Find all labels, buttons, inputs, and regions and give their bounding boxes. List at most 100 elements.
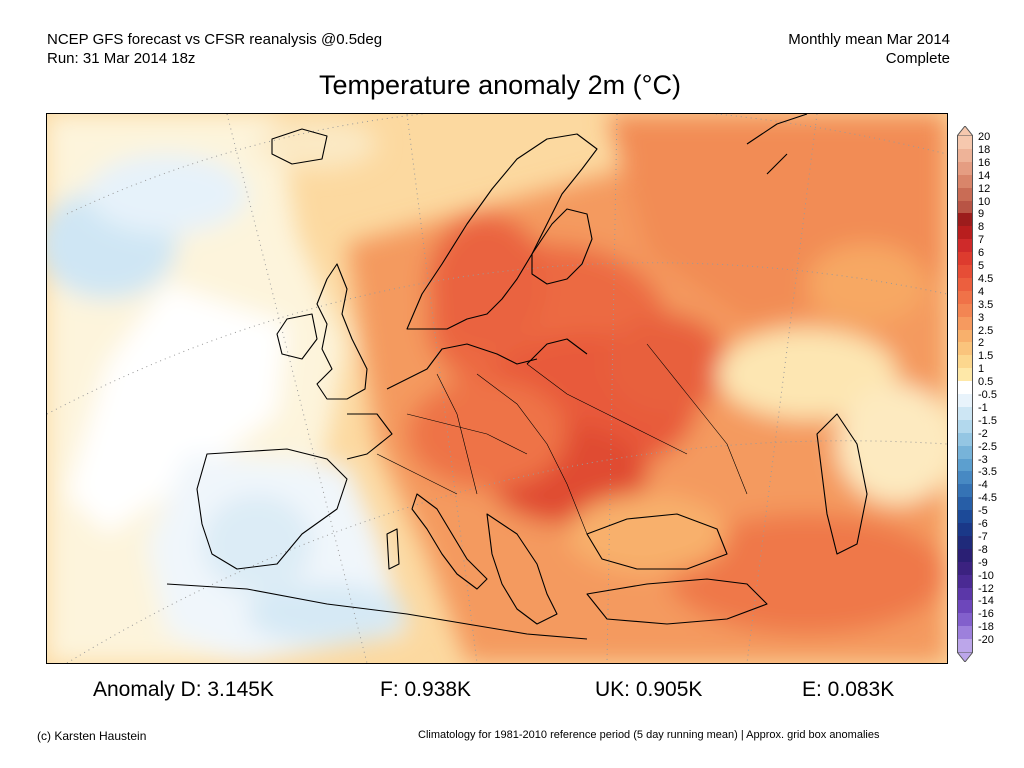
colorbar-segment bbox=[957, 600, 973, 614]
colorbar-segment bbox=[957, 148, 973, 162]
colorbar-segment bbox=[957, 303, 973, 317]
colorbar-label: 5 bbox=[978, 260, 985, 272]
colorbar-segment bbox=[957, 484, 973, 498]
header-left: NCEP GFS forecast vs CFSR reanalysis @0.… bbox=[47, 30, 382, 68]
colorbar-label: -9 bbox=[978, 556, 988, 569]
colorbar-label: 0.5 bbox=[978, 376, 994, 389]
colorbar-segment bbox=[957, 316, 973, 330]
colorbar-segment bbox=[957, 587, 973, 601]
colorbar-segment bbox=[957, 342, 973, 356]
colorbar-label: 7 bbox=[978, 234, 985, 247]
anomaly-map bbox=[46, 113, 948, 664]
colorbar-label: -5 bbox=[978, 505, 988, 518]
colorbar-label: -2 bbox=[978, 427, 988, 440]
colorbar-segment bbox=[957, 626, 973, 640]
colorbar-segment bbox=[957, 265, 973, 278]
colorbar-label: -1 bbox=[978, 401, 988, 414]
colorbar-segment bbox=[957, 574, 973, 588]
colorbar-label: -1.5 bbox=[978, 414, 997, 427]
colorbar-label: -18 bbox=[978, 621, 994, 634]
colorbar-label: -8 bbox=[978, 543, 988, 556]
colorbar-segment bbox=[957, 355, 973, 369]
colorbar-label: 12 bbox=[978, 182, 991, 195]
colorbar-bottom-arrow bbox=[957, 652, 973, 662]
colorbar-label: 10 bbox=[978, 195, 991, 208]
colorbar-label: 6 bbox=[978, 247, 985, 260]
colorbar-label: 3 bbox=[978, 311, 985, 324]
colorbar-segment bbox=[957, 239, 973, 253]
colorbar-segment bbox=[957, 161, 973, 175]
colorbar-segment bbox=[957, 548, 973, 562]
colorbar-label: -10 bbox=[978, 569, 994, 582]
colorbar-segment bbox=[957, 497, 973, 511]
colorbar-segment bbox=[957, 252, 973, 266]
colorbar-segment bbox=[957, 381, 973, 395]
colorbar-segment bbox=[957, 406, 973, 420]
colorbar-label: -14 bbox=[978, 595, 994, 608]
colorbar-segment bbox=[957, 368, 973, 382]
colorbar-label: -4 bbox=[978, 479, 988, 492]
colorbar-segment bbox=[957, 445, 973, 459]
colorbar-segment bbox=[957, 226, 973, 240]
colorbar-segment bbox=[957, 136, 973, 149]
colorbar-segment bbox=[957, 394, 973, 407]
period-label: Monthly mean Mar 2014 bbox=[788, 31, 950, 48]
anomaly-spain: E: 0.083K bbox=[802, 678, 895, 701]
colorbar-label: -4.5 bbox=[978, 492, 997, 505]
colorbar-label: 1.5 bbox=[978, 350, 994, 363]
colorbar-segment bbox=[957, 613, 973, 627]
colorbar-label: -3 bbox=[978, 453, 988, 466]
colorbar-label: 3.5 bbox=[978, 298, 994, 311]
copyright: (c) Karsten Haustein bbox=[37, 729, 147, 743]
colorbar-top-arrow bbox=[957, 126, 973, 136]
anomaly-field bbox=[47, 114, 947, 663]
colorbar-label: 4.5 bbox=[978, 272, 994, 285]
country-borders bbox=[376, 343, 748, 535]
colorbar-segment bbox=[957, 471, 973, 485]
colorbar-segment bbox=[957, 277, 973, 291]
colorbar-segment bbox=[957, 510, 973, 524]
status-label: Complete bbox=[885, 50, 950, 67]
colorbar-segment bbox=[957, 523, 973, 536]
colorbar-segment bbox=[957, 213, 973, 227]
colorbar-segment bbox=[957, 290, 973, 304]
header-right: Monthly mean Mar 2014 Complete bbox=[788, 30, 950, 68]
colorbar-segment bbox=[957, 200, 973, 214]
anomaly-france: F: 0.938K bbox=[380, 678, 472, 701]
run-time: Run: 31 Mar 2014 18z bbox=[47, 50, 196, 67]
colorbar-segment bbox=[957, 458, 973, 472]
colorbar-label: 14 bbox=[978, 169, 991, 182]
colorbar-segment bbox=[957, 174, 973, 188]
colorbar-label: -2.5 bbox=[978, 440, 997, 453]
colorbar-segment bbox=[957, 535, 973, 549]
colorbar-segment bbox=[957, 419, 973, 433]
graticule bbox=[47, 114, 947, 663]
coastlines bbox=[166, 114, 868, 640]
colorbar-label: 8 bbox=[978, 221, 985, 234]
colorbar-label: 1 bbox=[978, 363, 985, 376]
colorbar-segment bbox=[957, 639, 973, 653]
colorbar-label: -16 bbox=[978, 608, 994, 621]
colorbar-label: 16 bbox=[978, 156, 991, 169]
colorbar-label: -6 bbox=[978, 518, 988, 530]
climatology-note: Climatology for 1981-2010 reference peri… bbox=[418, 729, 880, 741]
anomaly-germany: Anomaly D: 3.145K bbox=[93, 678, 274, 701]
map-title: Temperature anomaly 2m (°C) bbox=[319, 70, 681, 100]
colorbar-label: 2.5 bbox=[978, 324, 994, 337]
colorbar-label: -3.5 bbox=[978, 466, 997, 479]
colorbar-label: 2 bbox=[978, 337, 985, 350]
colorbar-label: -20 bbox=[978, 634, 994, 647]
colorbar-label: 9 bbox=[978, 208, 985, 221]
colorbar-segment bbox=[957, 187, 973, 201]
colorbar-label: 18 bbox=[978, 143, 991, 156]
colorbar-segment bbox=[957, 329, 973, 343]
model-description: NCEP GFS forecast vs CFSR reanalysis @0.… bbox=[47, 31, 383, 48]
anomaly-uk: UK: 0.905K bbox=[595, 678, 703, 701]
colorbar-label: -12 bbox=[978, 582, 994, 595]
colorbar-label: -0.5 bbox=[978, 389, 997, 401]
map-graphic bbox=[47, 114, 947, 663]
colorbar-label: 20 bbox=[978, 131, 991, 143]
colorbar-segment bbox=[957, 561, 973, 575]
colorbar-segment bbox=[957, 432, 973, 446]
colorbar-label: 4 bbox=[978, 285, 985, 298]
